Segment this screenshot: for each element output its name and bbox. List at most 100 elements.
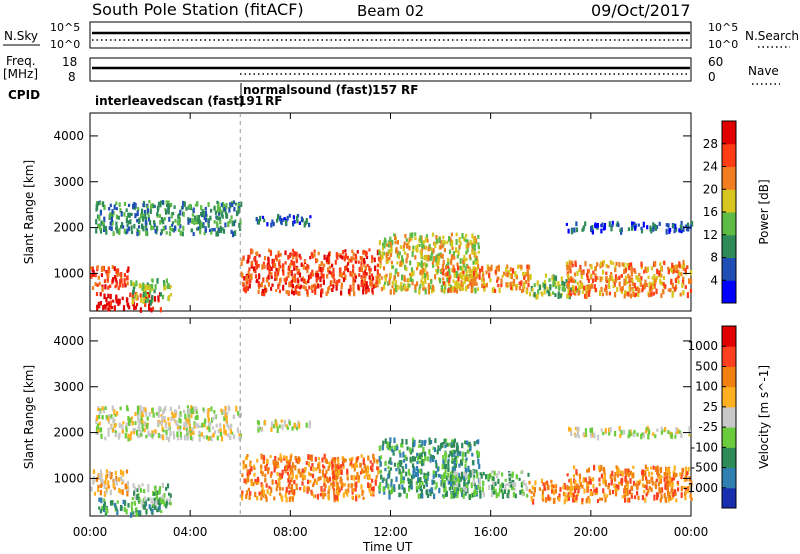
velocity-cell xyxy=(618,426,621,432)
power-cell xyxy=(473,268,477,272)
power-cell xyxy=(381,251,384,258)
velocity-cell xyxy=(664,496,667,502)
power-cell xyxy=(234,219,237,223)
velocity-cell xyxy=(269,455,272,459)
power-cell xyxy=(378,250,381,256)
power-cell xyxy=(204,206,207,211)
power-cbar-tick-label: 24 xyxy=(703,160,718,174)
power-cell xyxy=(316,277,319,281)
power-cell xyxy=(536,293,539,299)
power-cell xyxy=(391,265,395,269)
velocity-cell xyxy=(412,469,415,475)
velocity-cell xyxy=(424,451,427,457)
velocity-cell xyxy=(278,424,281,429)
power-cbar-tick-label: 28 xyxy=(703,137,718,151)
velocity-cell xyxy=(490,492,494,497)
power-cell xyxy=(203,232,206,236)
power-cell xyxy=(207,218,210,222)
velocity-cell xyxy=(411,463,415,469)
power-cell xyxy=(623,262,626,268)
velocity-cell xyxy=(153,429,156,434)
power-cell xyxy=(460,275,463,279)
power-cell xyxy=(321,288,324,294)
power-cell xyxy=(179,223,182,229)
power-cell xyxy=(554,293,557,297)
velocity-cell xyxy=(687,489,690,494)
velocity-cell xyxy=(118,422,121,429)
velocity-cell xyxy=(588,498,591,504)
power-cell xyxy=(626,262,629,267)
power-cell xyxy=(689,224,692,230)
velocity-cell xyxy=(347,483,350,488)
velocity-cell xyxy=(139,409,143,415)
power-cell xyxy=(92,269,95,275)
velocity-cell xyxy=(139,488,142,493)
power-cell xyxy=(144,301,147,308)
velocity-cell xyxy=(633,495,637,500)
power-cell xyxy=(293,273,296,279)
velocity-cell xyxy=(474,486,477,492)
power-cell xyxy=(240,201,243,207)
velocity-cell xyxy=(454,476,457,483)
velocity-cell xyxy=(371,467,374,473)
power-cell xyxy=(576,281,579,286)
velocity-cell xyxy=(284,423,287,427)
power-cell xyxy=(571,260,574,266)
power-cell xyxy=(420,252,423,259)
velocity-cell xyxy=(416,456,420,461)
velocity-cell xyxy=(153,504,156,510)
power-cell xyxy=(635,287,638,292)
velocity-cell xyxy=(248,495,251,501)
power-cell xyxy=(630,262,633,268)
velocity-cell xyxy=(381,444,384,451)
velocity-cell xyxy=(216,435,219,441)
power-cell xyxy=(521,289,524,293)
velocity-cell xyxy=(651,481,654,486)
power-cell xyxy=(459,265,462,271)
velocity-cell xyxy=(613,483,616,489)
power-cell xyxy=(332,267,335,274)
power-cell xyxy=(243,276,246,281)
power-cell xyxy=(650,266,653,271)
velocity-cell xyxy=(673,465,676,472)
power-cell xyxy=(347,261,350,266)
velocity-cell xyxy=(144,409,147,415)
power-cell xyxy=(632,291,635,296)
velocity-cell xyxy=(569,478,572,485)
power-cell xyxy=(147,217,151,222)
power-cell xyxy=(526,271,529,276)
nsky-tick-top: 10^5 xyxy=(50,21,80,34)
velocity-cell xyxy=(167,436,171,443)
velocity-cell xyxy=(142,406,145,412)
power-cell xyxy=(289,263,292,269)
power-cell xyxy=(237,202,240,207)
power-cell xyxy=(471,277,474,283)
power-cell xyxy=(650,291,653,297)
cpid-seg2-id: 157 xyxy=(372,83,397,97)
power-cell xyxy=(322,279,325,285)
power-cell xyxy=(120,224,123,229)
velocity-cell xyxy=(495,473,499,479)
power-cell xyxy=(167,208,170,215)
power-cell xyxy=(614,291,617,298)
velocity-cell xyxy=(637,495,640,501)
power-cell xyxy=(272,221,275,227)
velocity-cell xyxy=(464,463,467,469)
power-cell xyxy=(173,205,176,209)
power-cell xyxy=(581,228,584,232)
power-cell xyxy=(314,285,317,290)
velocity-cell xyxy=(418,439,421,444)
velocity-cell xyxy=(615,486,618,492)
velocity-region-2 xyxy=(132,483,172,510)
power-cell xyxy=(187,217,190,222)
power-cell xyxy=(340,290,343,296)
velocity-cell xyxy=(161,494,164,500)
velocity-cell xyxy=(114,430,118,435)
velocity-cell xyxy=(332,478,335,483)
velocity-cell xyxy=(418,481,422,487)
power-cell xyxy=(654,278,657,285)
power-cell xyxy=(632,288,635,293)
velocity-cell xyxy=(281,424,284,430)
velocity-cell xyxy=(290,477,293,483)
power-cell xyxy=(331,288,334,293)
